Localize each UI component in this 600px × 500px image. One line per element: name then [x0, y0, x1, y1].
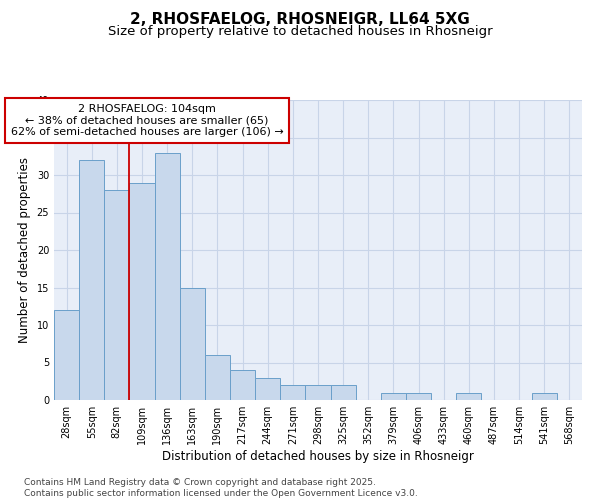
Bar: [255, 378, 280, 400]
Bar: [230, 370, 255, 400]
Bar: [104, 190, 130, 400]
Text: 2, RHOSFAELOG, RHOSNEIGR, LL64 5XG: 2, RHOSFAELOG, RHOSNEIGR, LL64 5XG: [130, 12, 470, 28]
Bar: [406, 392, 431, 400]
Text: Size of property relative to detached houses in Rhosneigr: Size of property relative to detached ho…: [107, 25, 493, 38]
Bar: [305, 385, 331, 400]
Bar: [155, 152, 180, 400]
Bar: [381, 392, 406, 400]
Bar: [205, 355, 230, 400]
Text: Contains HM Land Registry data © Crown copyright and database right 2025.
Contai: Contains HM Land Registry data © Crown c…: [24, 478, 418, 498]
Bar: [180, 288, 205, 400]
Y-axis label: Number of detached properties: Number of detached properties: [18, 157, 31, 343]
Text: 2 RHOSFAELOG: 104sqm
← 38% of detached houses are smaller (65)
62% of semi-detac: 2 RHOSFAELOG: 104sqm ← 38% of detached h…: [11, 104, 283, 137]
Bar: [54, 310, 79, 400]
Bar: [79, 160, 104, 400]
Bar: [331, 385, 356, 400]
Bar: [456, 392, 481, 400]
X-axis label: Distribution of detached houses by size in Rhosneigr: Distribution of detached houses by size …: [162, 450, 474, 463]
Bar: [130, 182, 155, 400]
Bar: [280, 385, 305, 400]
Bar: [532, 392, 557, 400]
